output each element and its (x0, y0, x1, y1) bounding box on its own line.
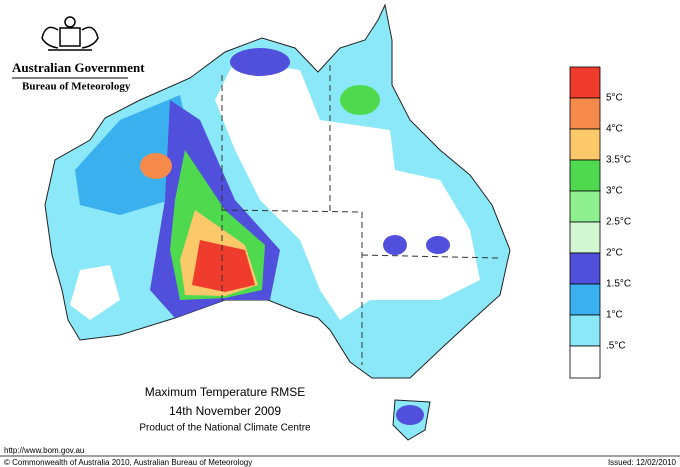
legend-label: 1.5°C (606, 279, 631, 290)
legend-label: 3°C (606, 186, 623, 197)
legend (569, 66, 601, 379)
australia-map (44, 3, 511, 441)
legend-label: 2.5°C (606, 217, 631, 228)
coat-of-arms (41, 16, 99, 51)
map-credit: Product of the National Climate Centre (139, 423, 311, 434)
organisation: Australian Government (12, 60, 145, 75)
map-title: Maximum Temperature RMSE (145, 385, 306, 399)
legend-label: 5°C (606, 93, 623, 104)
legend-label: 4°C (606, 124, 623, 135)
legend-label: 2°C (606, 248, 623, 259)
footer-issued: Issued: 12/02/2010 (608, 458, 677, 467)
legend-label: 3.5°C (606, 155, 631, 166)
legend-label: .5°C (606, 341, 626, 352)
footer-url: http://www.bom.gov.au (4, 446, 84, 455)
footer-copyright: © Commonwealth of Australia 2010, Austra… (4, 458, 252, 467)
department: Bureau of Meteorology (22, 81, 131, 93)
map-date: 14th November 2009 (169, 404, 281, 418)
legend-label: 1°C (606, 310, 623, 321)
